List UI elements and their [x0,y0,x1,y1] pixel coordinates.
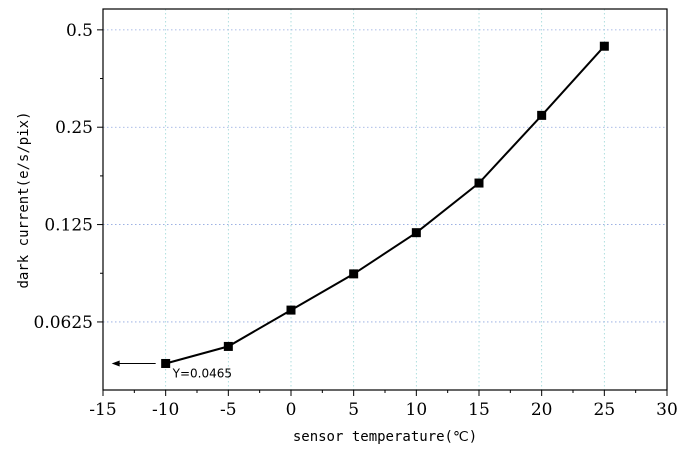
y-tick-label: 0.25 [55,118,93,138]
y-tick-label: 0.5 [66,21,93,41]
x-axis-title: sensor temperature(℃) [293,429,477,445]
x-tick-label: 0 [286,400,297,420]
annotation-arrow-head [111,360,120,367]
data-point [223,341,233,351]
grid [103,9,667,390]
data-point [599,41,609,51]
y-tick-labels: 0.0625 0.125 0.25 0.5 [34,21,93,333]
plot-frame [102,8,668,391]
series-line [165,45,606,365]
y-tick-label: 0.125 [44,216,93,236]
x-tick-label: 25 [594,400,616,420]
x-tick-label: -15 [89,400,116,420]
x-tick-labels: -15 -10 -5 0 5 10 15 20 25 30 [89,400,678,420]
x-tick-label: 30 [656,400,678,420]
x-tick-label: -5 [220,400,237,420]
x-tick-label: 15 [468,400,490,420]
data-point-layer [161,41,609,368]
x-tick-label: 5 [348,400,359,420]
x-tick-label: 10 [406,400,428,420]
data-point [474,178,484,188]
x-tick-label: -10 [152,400,179,420]
annotation-layer: Y=0.0465 [111,360,232,380]
annotation-label: Y=0.0465 [172,366,232,380]
series-line-layer [165,45,606,365]
y-tick-label: 0.0625 [34,313,93,333]
data-point [349,269,359,279]
data-point [411,228,421,238]
tick-marks [97,29,668,396]
x-tick-label: 20 [531,400,553,420]
data-point [161,358,171,368]
data-point [537,110,547,120]
data-point [286,305,296,315]
y-axis-title: dark current(e/s/pix) [16,111,32,288]
